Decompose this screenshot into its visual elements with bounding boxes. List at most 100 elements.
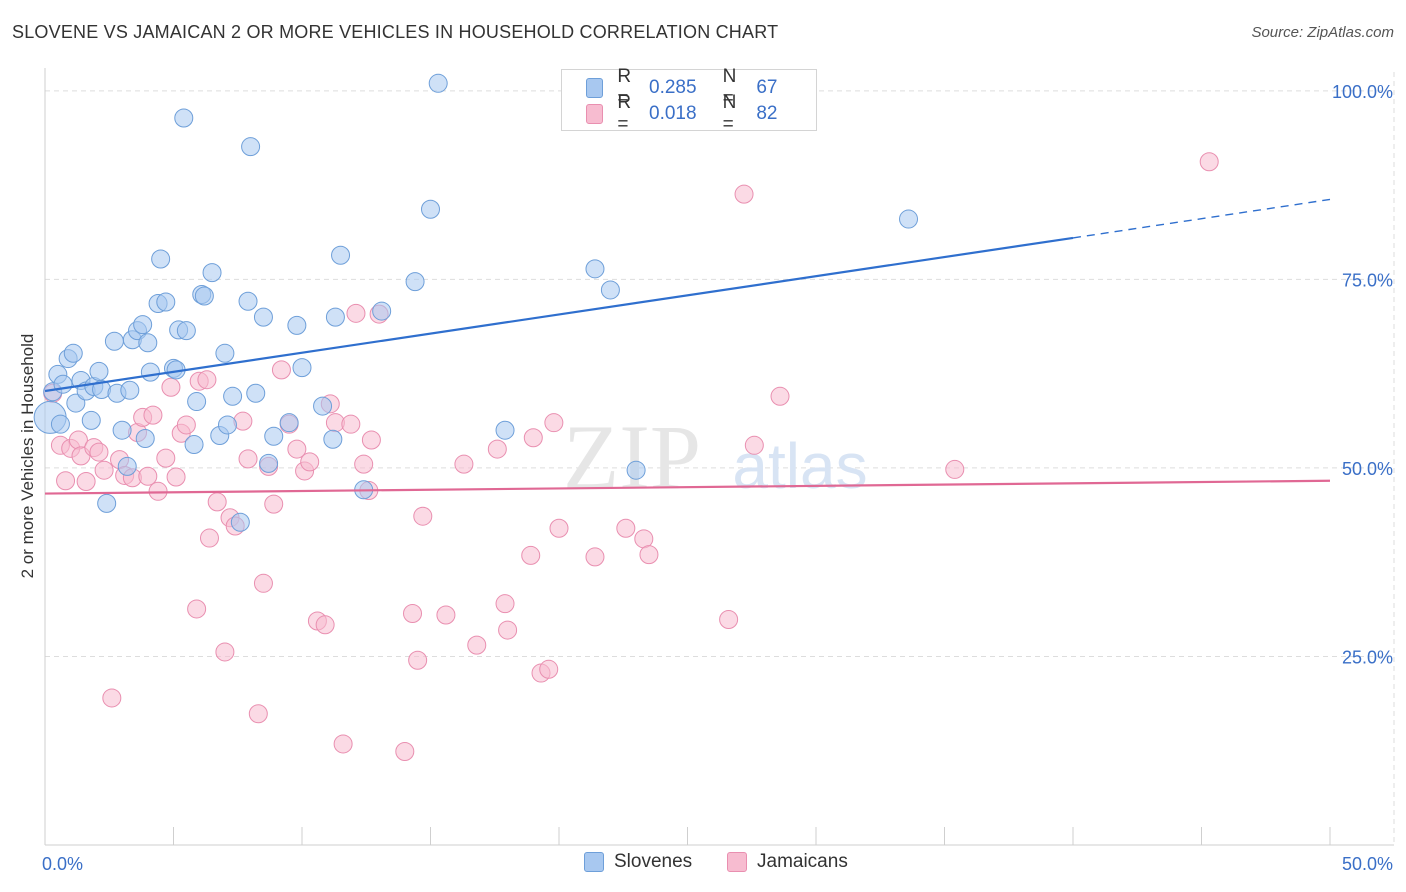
jamaican-point: [207, 492, 227, 512]
slovene-legend-swatch: [584, 852, 604, 872]
trend-lines: [44, 198, 1331, 495]
slovene-point: [259, 453, 279, 473]
jamaican-point: [408, 650, 428, 670]
n-label: N =: [722, 92, 737, 135]
jamaican-trend-line: [44, 479, 1331, 495]
jamaican-point: [346, 303, 366, 323]
jamaican-point: [215, 642, 235, 662]
slovene-n-value: 67: [756, 77, 778, 98]
jamaican-point: [138, 466, 158, 486]
chart-title: SLOVENE VS JAMAICAN 2 OR MORE VEHICLES I…: [12, 22, 779, 42]
slovene-point: [495, 420, 515, 440]
slovene-point: [331, 245, 351, 265]
jamaican-point: [315, 615, 335, 635]
slovene-point: [176, 321, 196, 341]
jamaican-point: [187, 599, 207, 619]
slovene-point: [151, 249, 171, 269]
slovene-point: [279, 413, 299, 433]
jamaican-point: [454, 454, 474, 474]
jamaican-point: [197, 370, 217, 390]
slovene-point: [405, 272, 425, 292]
slovene-point: [112, 420, 132, 440]
jamaican-point: [498, 620, 518, 640]
jamaican-point: [395, 741, 415, 761]
jamaican-point: [549, 518, 569, 538]
jamaican-point: [539, 659, 559, 679]
jamaican-point: [523, 428, 543, 448]
legend-item-jamaicans: Jamaicans: [727, 851, 848, 873]
legend-label-jamaicans: Jamaicans: [757, 851, 848, 872]
jamaican-point: [76, 472, 96, 492]
jamaican-point: [945, 459, 965, 479]
y-tick-label: 50.0%: [1342, 459, 1393, 479]
slovene-point: [230, 512, 250, 532]
watermark: ZIP atlas: [563, 406, 868, 508]
jamaican-point: [102, 688, 122, 708]
jamaican-point: [89, 442, 109, 462]
slovene-point: [292, 358, 312, 378]
jamaican-legend-swatch: [727, 852, 747, 872]
n-label: N =: [722, 66, 737, 109]
r-label: R =: [617, 92, 632, 135]
grid-lines: [45, 72, 1395, 845]
jamaican-point: [176, 415, 196, 435]
jamaican-point: [403, 603, 423, 623]
slovene-point: [287, 315, 307, 335]
jamaican-point: [248, 704, 268, 724]
series-legend: Slovenes Jamaicans: [0, 851, 1406, 877]
jamaican-point: [770, 386, 790, 406]
jamaican-point: [271, 360, 291, 380]
source-note: Source: ZipAtlas.com: [1251, 24, 1394, 41]
jamaican-point: [467, 635, 487, 655]
slovene-point: [187, 392, 207, 412]
jamaican-point: [161, 377, 181, 397]
slovene-point: [97, 493, 117, 513]
legend-row-jamaicans: R = 0.018 N = 82: [586, 92, 816, 135]
jamaican-swatch: [586, 104, 604, 124]
slovene-point: [585, 259, 605, 279]
slovene-point: [626, 460, 646, 480]
slovene-point: [50, 414, 70, 434]
legend-item-slovenes: Slovenes: [584, 851, 692, 873]
y-tick-label: 75.0%: [1342, 270, 1393, 290]
jamaican-point: [585, 547, 605, 567]
slovene-point: [133, 315, 153, 335]
jamaican-point: [634, 529, 654, 549]
slovene-point: [241, 137, 261, 157]
x-tick-label: 50.0%: [1342, 854, 1393, 874]
r-label: R =: [617, 66, 632, 109]
slovene-point: [81, 410, 101, 430]
slovene-point: [63, 343, 83, 363]
jamaican-point: [1199, 152, 1219, 172]
slovene-points: [33, 73, 919, 532]
slovene-point: [117, 456, 137, 476]
jamaican-point: [544, 413, 564, 433]
slovene-point: [202, 263, 222, 283]
jamaican-point: [341, 414, 361, 434]
slovene-point: [325, 307, 345, 327]
jamaican-point: [94, 460, 114, 480]
jamaican-point: [333, 734, 353, 754]
jamaican-point: [361, 430, 381, 450]
jamaican-point: [495, 594, 515, 614]
jamaican-point: [156, 448, 176, 468]
slovene-point: [428, 73, 448, 93]
slovene-point: [104, 331, 124, 351]
slovene-point: [120, 380, 140, 400]
jamaican-n-value: 82: [756, 103, 778, 124]
slovene-point: [135, 429, 155, 449]
slovene-trend-line: [44, 236, 1074, 393]
correlation-legend: R = 0.285 N = 67 R = 0.018 N = 82: [561, 66, 817, 135]
jamaican-point: [521, 545, 541, 565]
jamaican-point: [436, 605, 456, 625]
slovene-point: [313, 396, 333, 416]
y-tick-label: 25.0%: [1342, 647, 1393, 667]
slovene-point: [238, 291, 258, 311]
slovene-point: [323, 429, 343, 449]
jamaican-point: [166, 467, 186, 487]
slovene-point: [184, 435, 204, 455]
slovene-point: [215, 343, 235, 363]
slovene-point: [174, 108, 194, 128]
legend-label-slovenes: Slovenes: [614, 851, 693, 872]
